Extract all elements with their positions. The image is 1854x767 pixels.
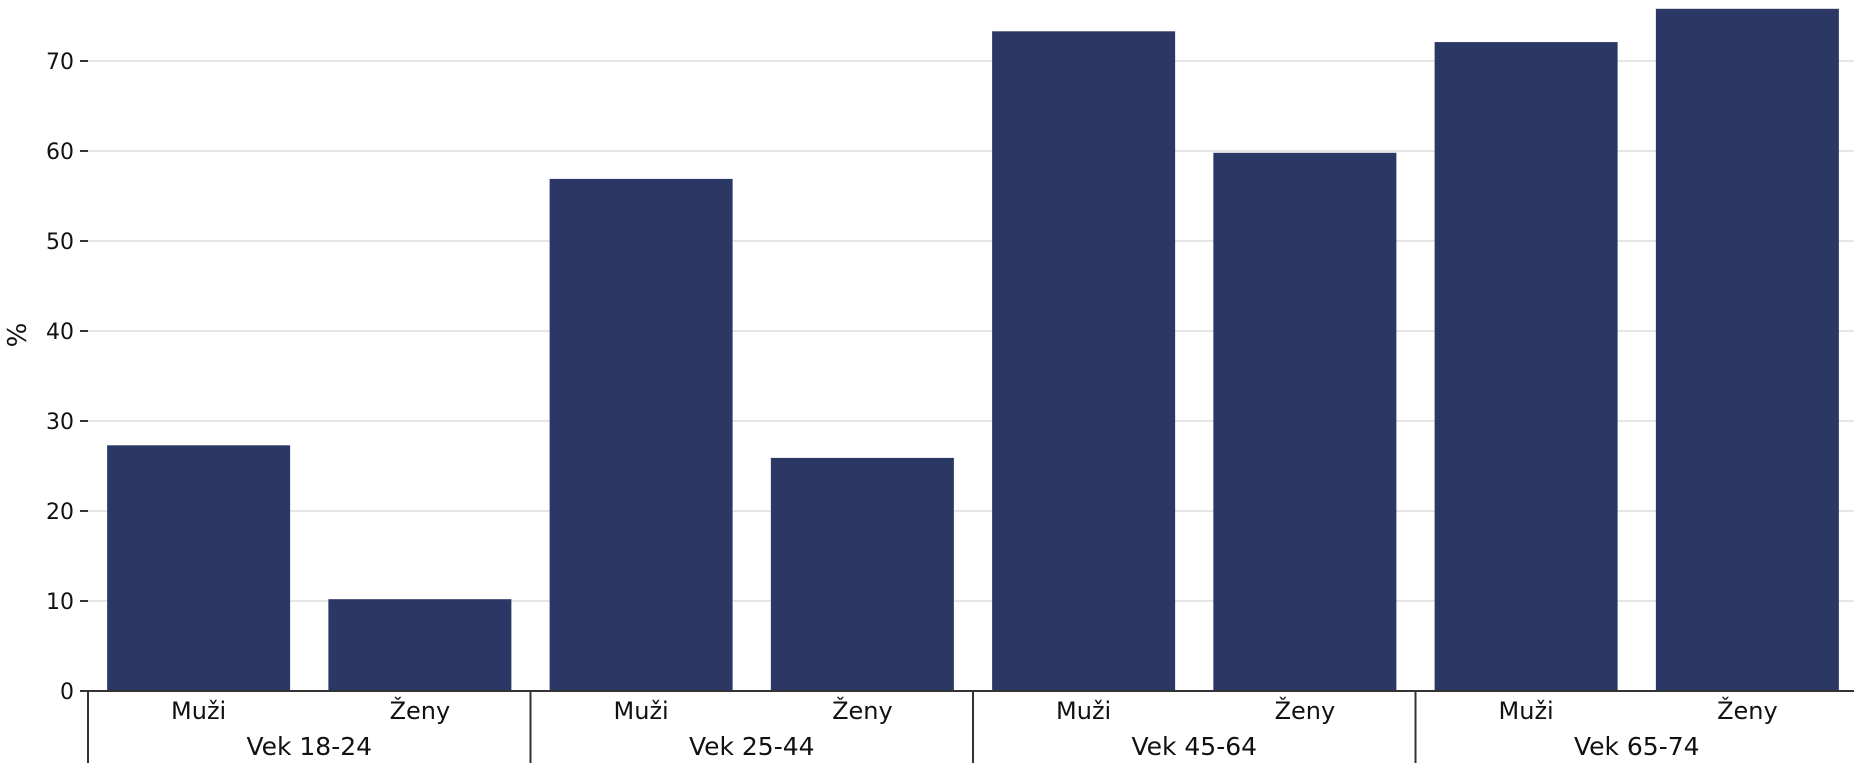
y-axis-title: % bbox=[3, 323, 33, 348]
y-tick-label: 0 bbox=[60, 680, 74, 705]
y-tick-label: 30 bbox=[46, 410, 74, 435]
group-label: Vek 25-44 bbox=[689, 732, 815, 761]
bars bbox=[107, 8, 1839, 692]
category-label: Muži bbox=[171, 697, 226, 725]
category-label: Muži bbox=[1499, 697, 1554, 725]
category-label: Muži bbox=[1056, 697, 1111, 725]
bar bbox=[1655, 8, 1839, 692]
y-tick-label: 70 bbox=[46, 50, 74, 75]
category-label: Ženy bbox=[390, 696, 451, 725]
y-tick-label: 40 bbox=[46, 320, 74, 345]
category-label: Ženy bbox=[1275, 696, 1336, 725]
bar bbox=[107, 445, 291, 691]
y-tick-label: 20 bbox=[46, 500, 74, 525]
y-tick-label: 50 bbox=[46, 230, 74, 255]
group-label: Vek 45-64 bbox=[1131, 732, 1257, 761]
group-label: Vek 65-74 bbox=[1574, 732, 1700, 761]
y-tick-label: 10 bbox=[46, 590, 74, 615]
bar bbox=[992, 31, 1176, 692]
y-tick-label: 60 bbox=[46, 140, 74, 165]
bar bbox=[328, 599, 512, 691]
bar bbox=[770, 457, 954, 691]
bar bbox=[549, 178, 733, 691]
category-label: Ženy bbox=[832, 696, 893, 725]
category-label: Ženy bbox=[1717, 696, 1778, 725]
grid-lines bbox=[88, 60, 1854, 602]
bar bbox=[1213, 152, 1397, 692]
axes: 0 10 20 30 40 50 60 70 Muži Ženy Vek 18-24 Muži Ženy… bbox=[46, 50, 1854, 763]
bar bbox=[1434, 42, 1618, 692]
category-label: Muži bbox=[614, 697, 669, 725]
group-label: Vek 18-24 bbox=[246, 732, 372, 761]
